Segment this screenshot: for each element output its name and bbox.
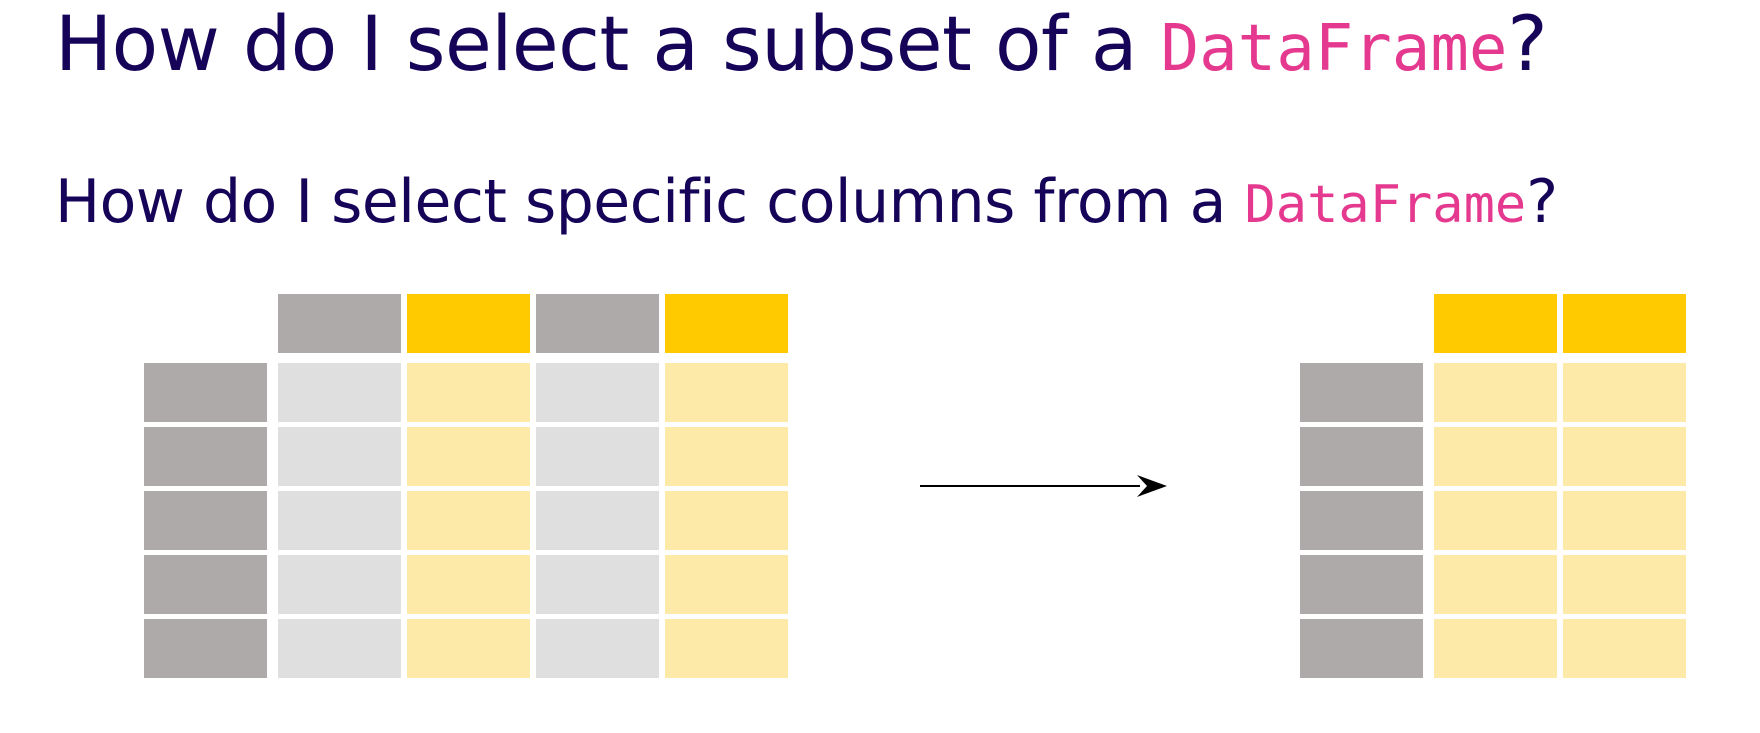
section-heading-code: DataFrame bbox=[1244, 175, 1527, 235]
data-cell-selected bbox=[1434, 555, 1557, 614]
data-cell-selected bbox=[1434, 619, 1557, 678]
page-title: How do I select a subset of a DataFrame? bbox=[55, 0, 1548, 93]
row-index-cell bbox=[1300, 619, 1423, 678]
data-cell bbox=[278, 427, 401, 486]
data-cell-selected bbox=[665, 555, 788, 614]
data-cell-selected bbox=[407, 427, 530, 486]
data-cell-selected bbox=[407, 619, 530, 678]
section-heading: How do I select specific columns from a … bbox=[55, 164, 1558, 243]
data-cell-selected bbox=[1563, 363, 1686, 422]
page-title-code: DataFrame bbox=[1160, 12, 1508, 86]
row-index-cell bbox=[1300, 491, 1423, 550]
data-cell-selected bbox=[665, 427, 788, 486]
data-cell-selected bbox=[1563, 491, 1686, 550]
row-index-cell bbox=[144, 427, 267, 486]
section-heading-suffix: ? bbox=[1526, 167, 1558, 237]
row-index-cell bbox=[1300, 363, 1423, 422]
data-cell-selected bbox=[1434, 491, 1557, 550]
data-cell bbox=[278, 555, 401, 614]
data-cell bbox=[278, 363, 401, 422]
arrow-head bbox=[1137, 475, 1167, 497]
row-index-cell bbox=[1300, 427, 1423, 486]
column-header bbox=[278, 294, 401, 353]
data-cell-selected bbox=[407, 491, 530, 550]
column-header-selected bbox=[1434, 294, 1557, 353]
column-header-selected bbox=[407, 294, 530, 353]
arrow-right-icon bbox=[920, 475, 1167, 497]
row-index-cell bbox=[144, 555, 267, 614]
data-cell-selected bbox=[1563, 555, 1686, 614]
column-header bbox=[536, 294, 659, 353]
data-cell bbox=[536, 427, 659, 486]
column-header-selected bbox=[1563, 294, 1686, 353]
data-cell-selected bbox=[665, 363, 788, 422]
data-cell-selected bbox=[1434, 363, 1557, 422]
page-title-suffix: ? bbox=[1507, 0, 1548, 88]
data-cell bbox=[278, 491, 401, 550]
row-index-cell bbox=[144, 363, 267, 422]
data-cell bbox=[536, 619, 659, 678]
data-cell-selected bbox=[1563, 427, 1686, 486]
data-cell-selected bbox=[1434, 427, 1557, 486]
row-index-cell bbox=[144, 619, 267, 678]
data-cell bbox=[536, 555, 659, 614]
data-cell-selected bbox=[665, 619, 788, 678]
column-header-selected bbox=[665, 294, 788, 353]
data-cell-selected bbox=[407, 555, 530, 614]
row-index-cell bbox=[1300, 555, 1423, 614]
page-title-text: How do I select a subset of a bbox=[55, 0, 1161, 88]
data-cell bbox=[536, 491, 659, 550]
data-cell-selected bbox=[407, 363, 530, 422]
data-cell-selected bbox=[1563, 619, 1686, 678]
section-heading-text: How do I select specific columns from a bbox=[55, 167, 1245, 237]
data-cell-selected bbox=[665, 491, 788, 550]
row-index-cell bbox=[144, 491, 267, 550]
data-cell bbox=[536, 363, 659, 422]
data-cell bbox=[278, 619, 401, 678]
